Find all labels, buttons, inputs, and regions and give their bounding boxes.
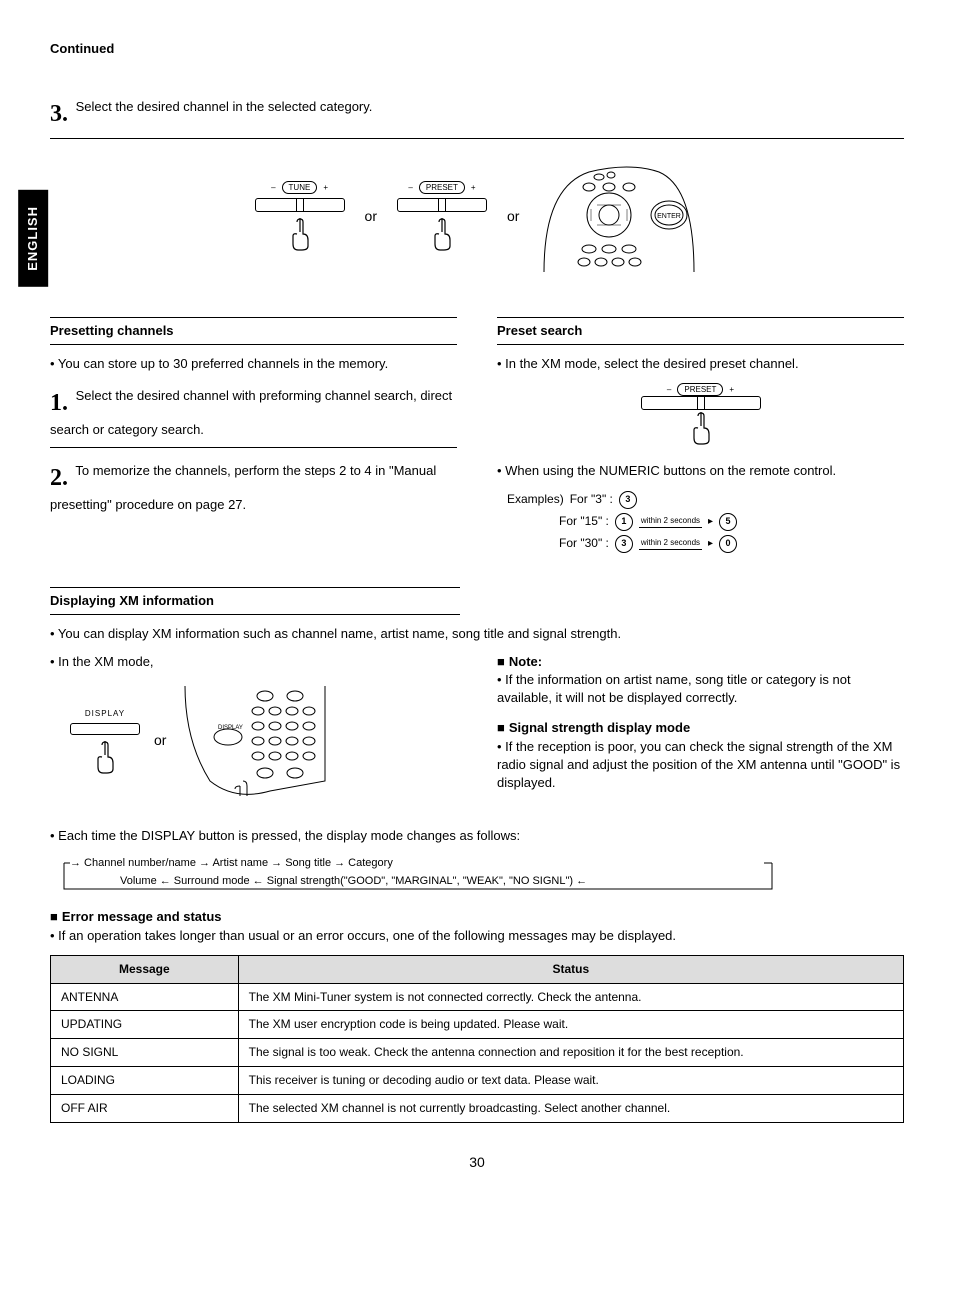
- minus-label: –: [271, 182, 275, 193]
- step-3: 3. Select the desired channel in the sel…: [50, 98, 904, 139]
- xm-info-intro: • You can display XM information such as…: [50, 625, 904, 643]
- hand-icon: [286, 216, 314, 252]
- preset-label: PRESET: [419, 181, 465, 194]
- within-label-1: within 2 seconds: [639, 515, 702, 527]
- language-tab: ENGLISH: [18, 190, 48, 287]
- hand-icon-2: [428, 216, 456, 252]
- presetting-channels-section: Presetting channels • You can store up t…: [50, 317, 457, 557]
- xm-info-title: Displaying XM information: [50, 587, 460, 615]
- step-2-text: To memorize the channels, perform the st…: [50, 463, 436, 512]
- step-3-text: Select the desired channel in the select…: [76, 99, 373, 114]
- presetting-intro: • You can store up to 30 preferred chann…: [50, 355, 457, 373]
- step-3-number: 3.: [50, 98, 68, 132]
- remote-display-icon: DISPLAY: [180, 681, 330, 801]
- signal-strength-heading: Signal strength display mode: [497, 719, 904, 737]
- tune-rocker-icon: [255, 198, 345, 212]
- presetting-step-1: 1. Select the desired channel with prefo…: [50, 387, 457, 448]
- table-row: UPDATINGThe XM user encryption code is b…: [51, 1011, 904, 1039]
- error-intro: • If an operation takes longer than usua…: [50, 927, 904, 945]
- msg-cell: ANTENNA: [51, 983, 239, 1011]
- preset-rocker-block: – PRESET +: [397, 181, 487, 252]
- status-cell: The selected XM channel is not currently…: [238, 1094, 903, 1122]
- minus-label-2: –: [408, 182, 412, 193]
- preset-mini-diagram: – PRESET +: [497, 383, 904, 446]
- digit-0-icon: 0: [719, 535, 737, 553]
- preset-rocker-icon-2: [641, 396, 761, 410]
- step-1-number: 1.: [50, 387, 68, 421]
- preset-rocker-icon: [397, 198, 487, 212]
- col-message: Message: [51, 955, 239, 983]
- table-row: OFF AIRThe selected XM channel is not cu…: [51, 1094, 904, 1122]
- arrow-icon-1: ▸: [708, 515, 713, 529]
- ex15-label: For "15" :: [559, 513, 609, 530]
- error-heading: Error message and status: [50, 908, 904, 926]
- xm-info-section: Displaying XM information • You can disp…: [50, 587, 904, 1123]
- hand-icon-4: [91, 739, 119, 775]
- display-label-1: DISPLAY: [85, 708, 125, 719]
- display-button-icon: [70, 723, 140, 735]
- digit-5-icon: 5: [719, 513, 737, 531]
- table-row: ANTENNAThe XM Mini-Tuner system is not c…: [51, 983, 904, 1011]
- note-body: • If the information on artist name, son…: [497, 671, 904, 707]
- status-cell: This receiver is tuning or decoding audi…: [238, 1067, 903, 1095]
- table-row: NO SIGNLThe signal is too weak. Check th…: [51, 1039, 904, 1067]
- ex3-label: For "3" :: [570, 491, 613, 508]
- hand-icon-3: [687, 410, 715, 446]
- or-text-2: or: [507, 207, 519, 227]
- preset-label-2: PRESET: [677, 383, 723, 396]
- status-cell: The XM user encryption code is being upd…: [238, 1011, 903, 1039]
- numeric-note: • When using the NUMERIC buttons on the …: [497, 462, 904, 480]
- presetting-title: Presetting channels: [50, 317, 457, 345]
- digit-3-icon: 3: [619, 491, 637, 509]
- msg-cell: UPDATING: [51, 1011, 239, 1039]
- preset-search-intro: • In the XM mode, select the desired pre…: [497, 355, 904, 373]
- status-cell: The signal is too weak. Check the antenn…: [238, 1039, 903, 1067]
- table-row: LOADINGThis receiver is tuning or decodi…: [51, 1067, 904, 1095]
- xm-in-mode: • In the XM mode,: [50, 653, 457, 671]
- step-1-text: Select the desired channel with preformi…: [50, 388, 452, 437]
- digit-1-icon: 1: [615, 513, 633, 531]
- note-heading: Note:: [497, 653, 904, 671]
- plus-label-2: +: [471, 182, 476, 193]
- col-status: Status: [238, 955, 903, 983]
- tune-rocker-block: – TUNE +: [255, 181, 345, 252]
- digit-3b-icon: 3: [615, 535, 633, 553]
- within-label-2: within 2 seconds: [639, 537, 702, 549]
- arrow-icon-2: ▸: [708, 537, 713, 551]
- or-text-1: or: [365, 207, 377, 227]
- plus-label: +: [323, 182, 328, 193]
- status-cell: The XM Mini-Tuner system is not connecte…: [238, 983, 903, 1011]
- msg-cell: NO SIGNL: [51, 1039, 239, 1067]
- preset-search-section: Preset search • In the XM mode, select t…: [497, 317, 904, 557]
- plus-label-3: +: [729, 384, 734, 395]
- continued-heading: Continued: [50, 40, 904, 58]
- presetting-step-2: 2. To memorize the channels, perform the…: [50, 462, 457, 522]
- display-diagram: DISPLAY or DISPLAY: [70, 681, 457, 801]
- page-number: 30: [50, 1153, 904, 1173]
- signal-strength-body: • If the reception is poor, you can chec…: [497, 738, 904, 793]
- each-time-text: • Each time the DISPLAY button is presse…: [50, 827, 904, 845]
- examples-label: Examples): [507, 491, 564, 508]
- ex30-label: For "30" :: [559, 535, 609, 552]
- display-flow-diagram: → Channel number/name → Artist name → So…: [70, 855, 904, 890]
- tune-label: TUNE: [282, 181, 318, 194]
- or-text-3: or: [154, 731, 166, 751]
- preset-search-title: Preset search: [497, 317, 904, 345]
- remote-enter-icon: ENTER: [539, 157, 699, 277]
- enter-label: ENTER: [658, 213, 682, 220]
- msg-cell: LOADING: [51, 1067, 239, 1095]
- msg-cell: OFF AIR: [51, 1094, 239, 1122]
- examples-block: Examples) For "3" : 3 For "15" : 1 withi…: [497, 491, 904, 553]
- error-table: Message Status ANTENNAThe XM Mini-Tuner …: [50, 955, 904, 1123]
- channel-select-diagram: – TUNE + or – PRESET + or ENTE: [50, 157, 904, 277]
- step-2-number: 2.: [50, 462, 68, 496]
- minus-label-3: –: [667, 384, 671, 395]
